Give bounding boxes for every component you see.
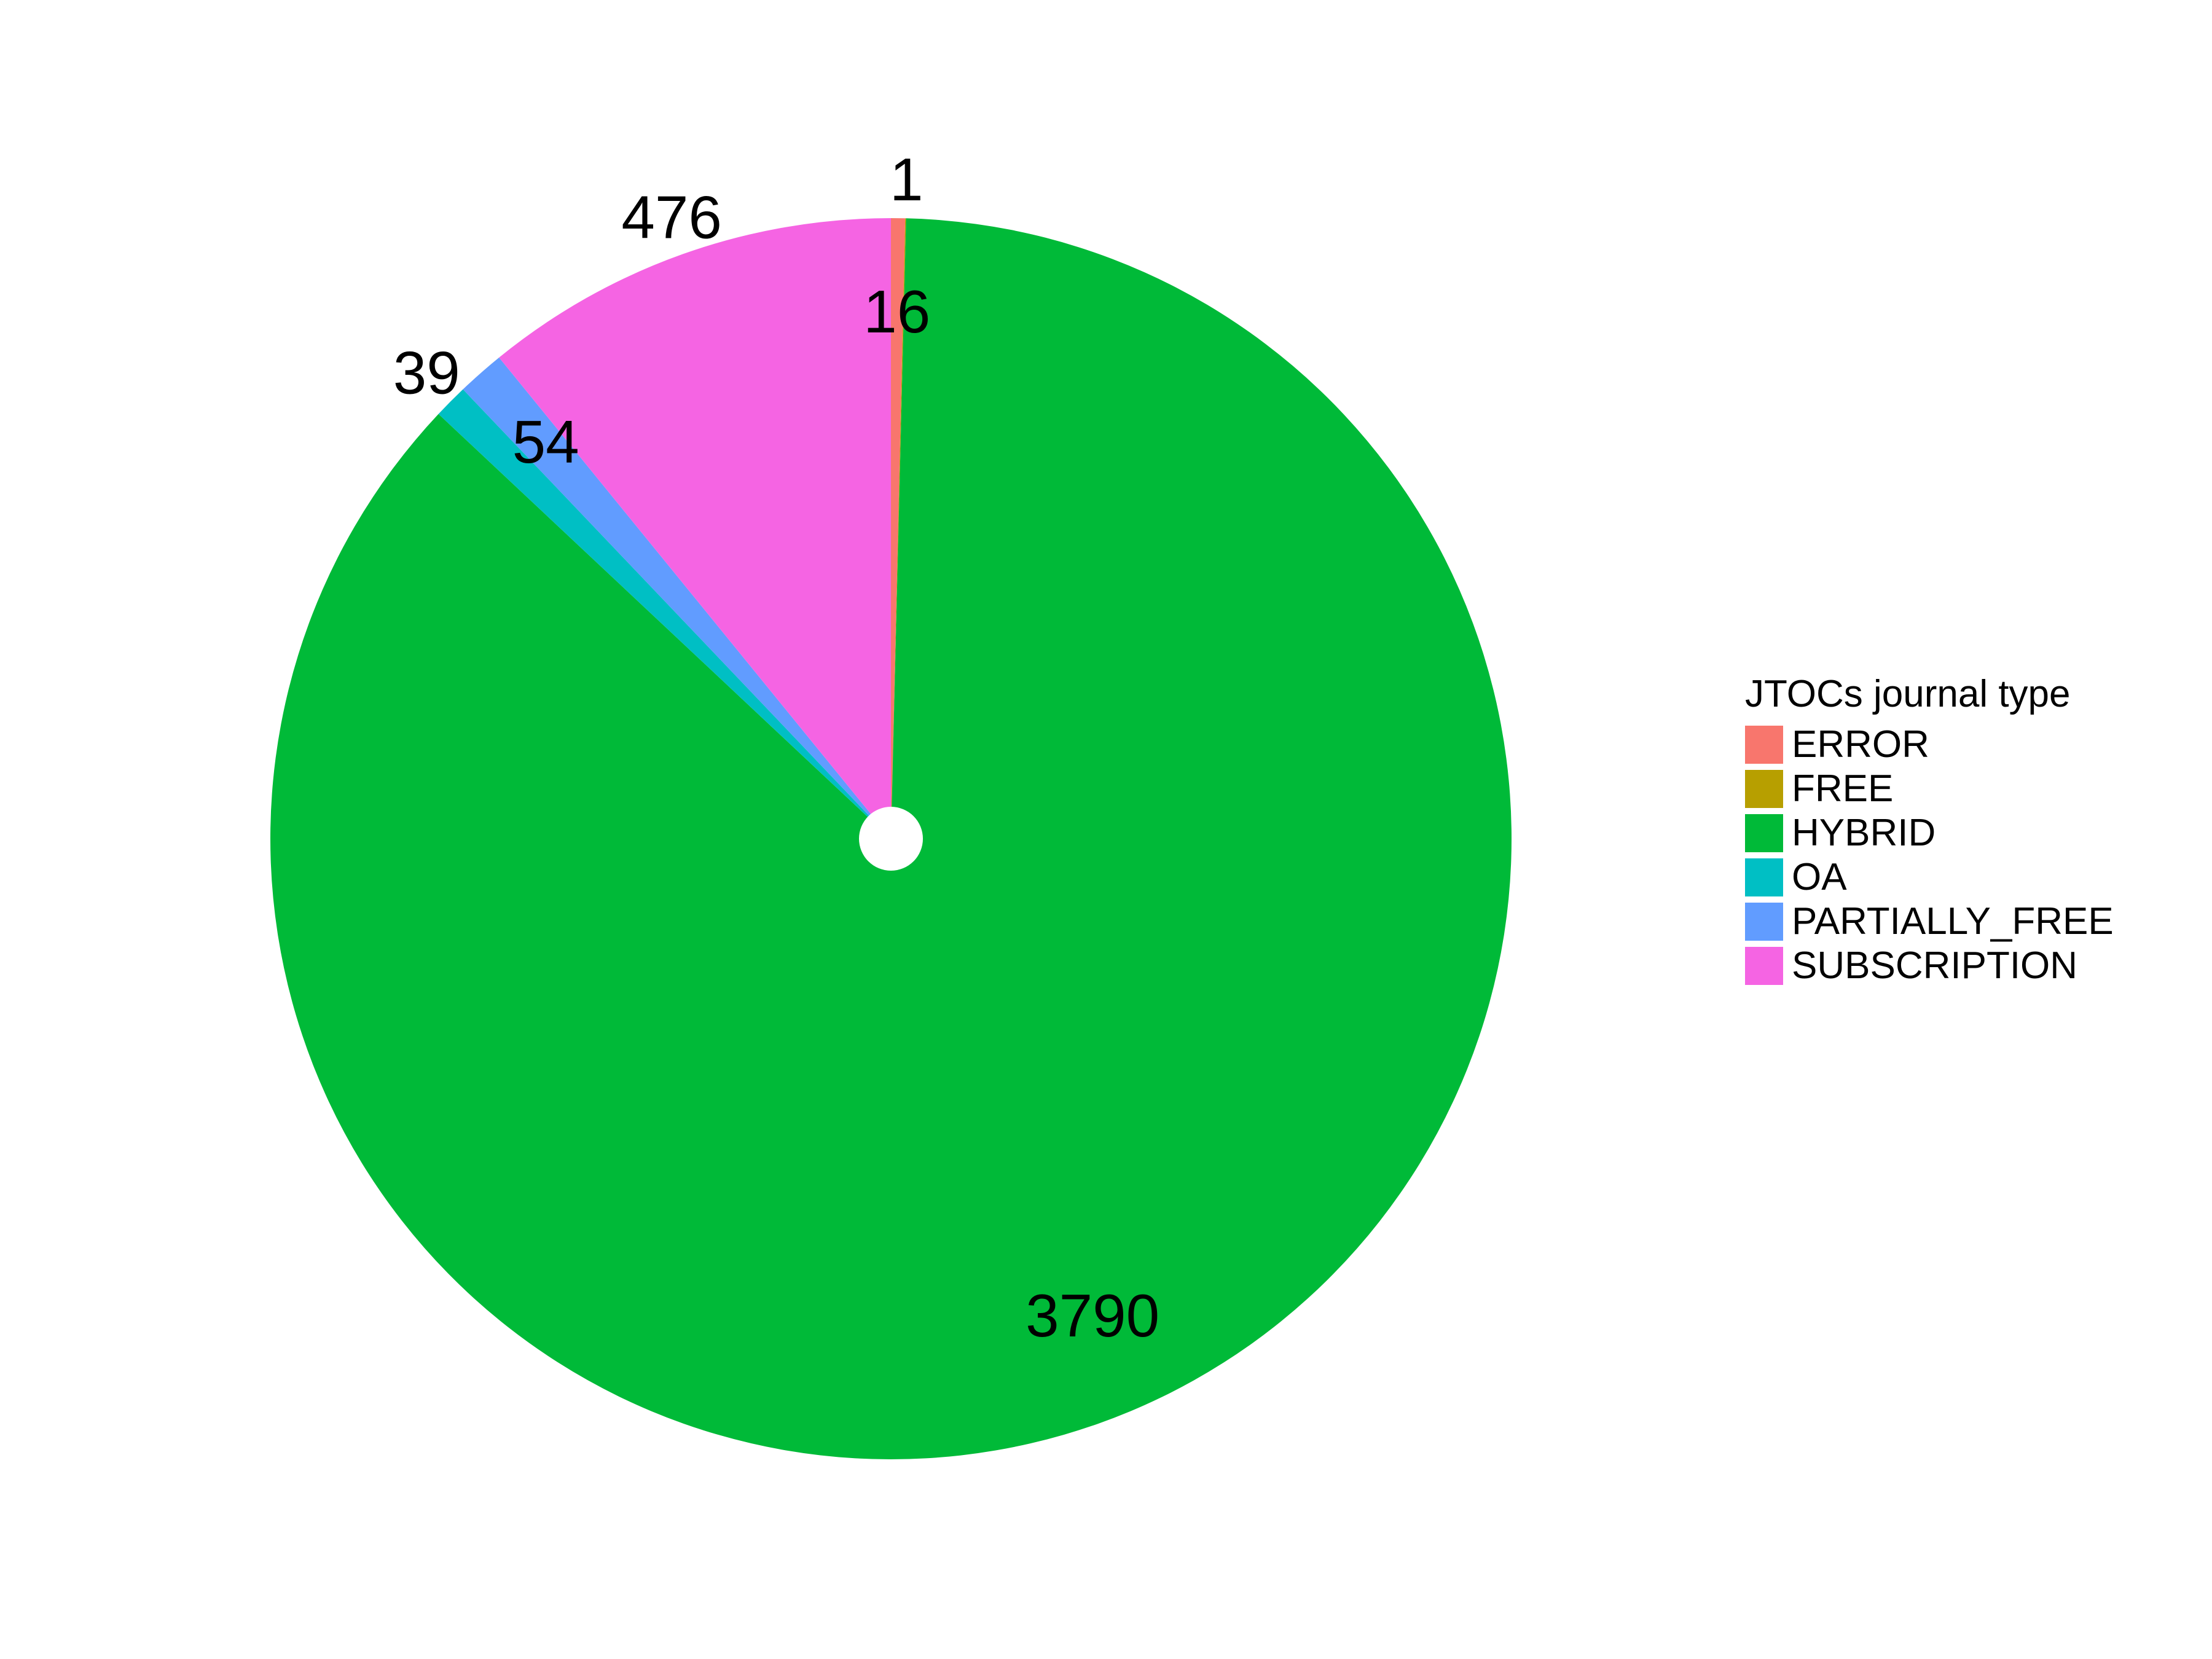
legend-swatch	[1745, 947, 1783, 985]
data-label-free: 1	[890, 146, 924, 213]
legend-label: SUBSCRIPTION	[1792, 944, 2078, 987]
pie-slice-subscription	[499, 218, 891, 839]
data-label-hybrid: 3790	[1026, 1282, 1159, 1349]
pie-slice-error	[891, 218, 906, 839]
pie-slice-partially-free	[463, 357, 891, 839]
legend-title: JTOCs journal type	[1745, 673, 2071, 715]
center-hole	[859, 807, 923, 871]
legend-swatch	[1745, 770, 1783, 808]
legend-item-free: FREE	[1745, 767, 2114, 811]
legend-label: ERROR	[1792, 723, 1929, 766]
legend-label: OA	[1792, 856, 1847, 898]
data-label-subscription: 476	[621, 183, 722, 251]
data-label-oa: 39	[393, 339, 460, 407]
legend-item-oa: OA	[1745, 855, 2114, 900]
legend-label: PARTIALLY_FREE	[1792, 900, 2114, 943]
data-label-error: 16	[863, 278, 930, 345]
legend-item-partially-free: PARTIALLY_FREE	[1745, 900, 2114, 944]
legend-swatch	[1745, 858, 1783, 896]
legend-swatch	[1745, 814, 1783, 852]
legend-swatch	[1745, 903, 1783, 941]
labels-layer: 16 1 3790 39 54 476	[393, 146, 1159, 1349]
legend-item-hybrid: HYBRID	[1745, 811, 2114, 855]
legend-swatch	[1745, 726, 1783, 764]
pie-slice-free	[891, 218, 906, 839]
legend-items: ERROR FREE HYBRID OA PARTIALLY_FREE SUBSCRIPT…	[1745, 723, 2114, 988]
legend-label: HYBRID	[1792, 812, 1936, 854]
legend: JTOCs journal type ERROR FREE HYBRID OA PART…	[1745, 670, 2114, 988]
pie-slice-oa	[438, 389, 891, 839]
legend-label: FREE	[1792, 767, 1894, 810]
legend-item-error: ERROR	[1745, 723, 2114, 767]
legend-item-subscription: SUBSCRIPTION	[1745, 944, 2114, 988]
data-label-partially-free: 54	[512, 408, 579, 476]
